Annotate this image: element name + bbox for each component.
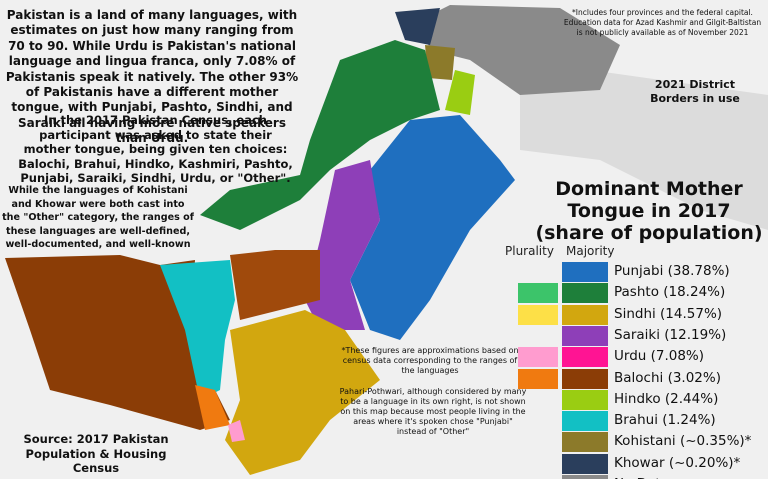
kohistani-region bbox=[425, 45, 455, 80]
majority-swatch bbox=[562, 304, 608, 325]
pahari-note: Pahari-Pothwari, although considered by … bbox=[339, 387, 527, 436]
title-line: Dominant Mother bbox=[555, 178, 743, 200]
urdu-region bbox=[228, 420, 245, 442]
majority-swatch bbox=[562, 262, 608, 282]
borders-note: 2021 District Borders in use bbox=[650, 78, 740, 105]
balochi-east-region bbox=[230, 250, 320, 320]
legend-item: No Data bbox=[518, 475, 768, 479]
legend-label: Khowar (~0.20%)* bbox=[614, 454, 741, 471]
majority-swatch bbox=[562, 347, 608, 368]
legend-item: Kohistani (~0.35%)* bbox=[518, 432, 768, 453]
intro-paragraph: Pakistan is a land of many languages, wi… bbox=[5, 8, 299, 146]
legend-label: Pashto (18.24%) bbox=[614, 284, 726, 301]
plurality-swatch bbox=[518, 368, 558, 389]
majority-swatch bbox=[562, 283, 608, 304]
approx-note: *These figures are approximations based … bbox=[341, 346, 519, 375]
legend-item: Saraiki (12.19%) bbox=[518, 325, 768, 346]
legend-label: Kohistani (~0.35%)* bbox=[614, 433, 752, 450]
majority-swatch bbox=[562, 432, 608, 453]
brahui-region bbox=[160, 260, 235, 400]
intro-paragraph: In the 2017 Pakistan Census, each partic… bbox=[18, 113, 293, 185]
majority-swatch bbox=[562, 453, 608, 474]
legend-label: Saraiki (12.19%) bbox=[614, 326, 727, 343]
legend-title: Dominant Mother Tongue in 2017 (share of p… bbox=[530, 178, 768, 244]
majority-swatch bbox=[562, 389, 608, 410]
hindko-region bbox=[445, 70, 475, 115]
legend-label: Brahui (1.24%) bbox=[614, 412, 716, 429]
legend-item: Pashto (18.24%) bbox=[518, 283, 768, 304]
legend-label: No Data bbox=[614, 476, 669, 479]
plurality-swatch bbox=[518, 304, 558, 325]
majority-swatch bbox=[562, 368, 608, 389]
legend-item: Khowar (~0.20%)* bbox=[518, 453, 768, 474]
no-data-region bbox=[420, 5, 620, 95]
plurality-swatch bbox=[518, 347, 558, 368]
legend-item: Brahui (1.24%) bbox=[518, 411, 768, 432]
legend-header: Majority bbox=[566, 244, 615, 258]
legend-item: Punjabi (38.78%) bbox=[518, 262, 768, 282]
punjabi-region bbox=[350, 115, 515, 340]
legend-item: Hindko (2.44%) bbox=[518, 389, 768, 410]
legend-label: Urdu (7.08%) bbox=[614, 348, 705, 365]
kashmir-region bbox=[520, 70, 768, 230]
legend-label: Sindhi (14.57%) bbox=[614, 305, 723, 322]
pashto-region bbox=[200, 40, 440, 230]
balochi-plurality-region bbox=[195, 385, 230, 430]
saraiki-region bbox=[305, 160, 380, 330]
legend-item: Balochi (3.02%) bbox=[518, 368, 768, 389]
top-note: *Includes four provinces and the federal… bbox=[563, 8, 762, 37]
sindhi-region bbox=[225, 310, 380, 475]
majority-swatch bbox=[562, 475, 608, 479]
majority-swatch bbox=[562, 325, 608, 346]
title-line: (share of population) bbox=[535, 222, 763, 244]
majority-swatch bbox=[562, 411, 608, 432]
legend-header: Plurality bbox=[505, 244, 554, 258]
legend-label: Punjabi (38.78%) bbox=[614, 263, 730, 279]
intro-paragraph: While the languages of Kohistani and Kho… bbox=[2, 185, 194, 250]
khowar-region bbox=[395, 8, 440, 45]
legend-label: Hindko (2.44%) bbox=[614, 390, 719, 407]
legend-label: Balochi (3.02%) bbox=[614, 369, 721, 386]
source: Source: 2017 Pakistan Population & Housi… bbox=[23, 432, 169, 475]
plurality-swatch bbox=[518, 283, 558, 304]
title-line: Tongue in 2017 bbox=[567, 200, 731, 222]
legend-item: Sindhi (14.57%) bbox=[518, 304, 768, 325]
legend-item: Urdu (7.08%) bbox=[518, 347, 768, 368]
